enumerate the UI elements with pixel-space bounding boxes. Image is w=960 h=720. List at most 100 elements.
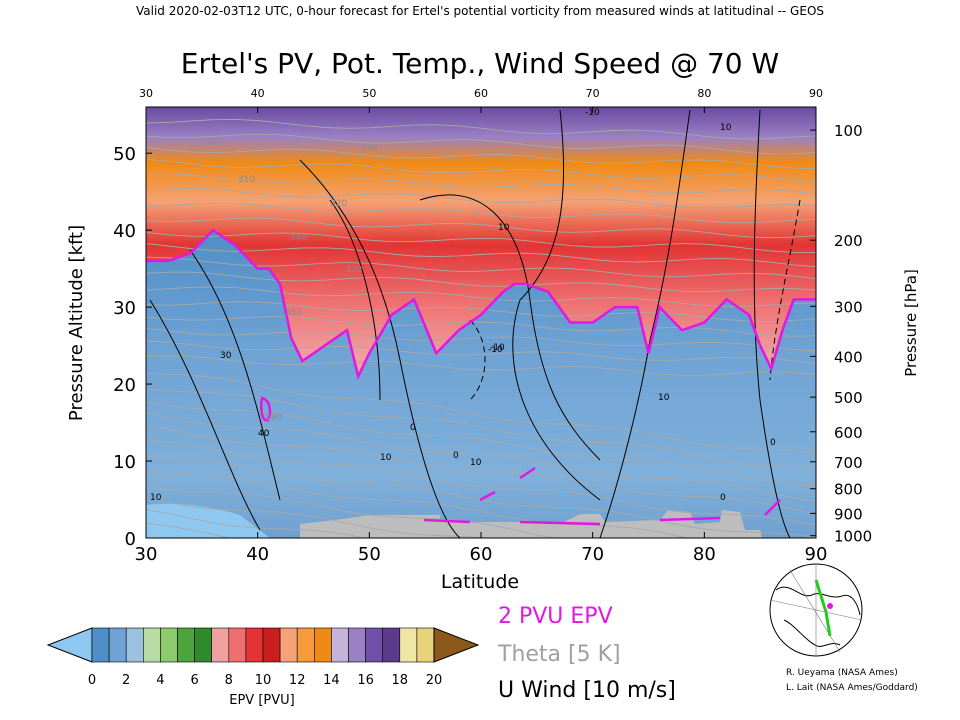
wind-label: 10 (498, 223, 510, 233)
theta-contour-line (146, 231, 816, 253)
colorbar-label: EPV [PVU] (229, 693, 294, 708)
x-tick-label: 50 (358, 544, 381, 565)
theta-contour-line (146, 301, 816, 322)
theta-label: 360 (285, 308, 302, 318)
x-tick-label: 60 (470, 544, 493, 565)
theta-contour-line (146, 243, 816, 268)
y-right-tick-label: 500 (834, 389, 863, 407)
wind-label: 0 (453, 451, 459, 461)
legend-theta-label: Theta [5 K] (498, 642, 621, 667)
y-axis-left-label: Pressure Altitude [kft] (66, 225, 87, 421)
y-right-tick-label: 200 (834, 232, 863, 250)
y-right-tick-label: 300 (834, 298, 863, 316)
theta-contour-line (146, 340, 816, 364)
pv-2pvu-contour (146, 228, 816, 381)
theta-contour-line (146, 412, 816, 502)
colorbar-swatch (399, 627, 418, 663)
legend-theta-key: Theta [5 K] (498, 642, 621, 667)
colorbar-swatch (365, 627, 384, 663)
x-tick-label: 80 (693, 544, 716, 565)
colorbar-swatch (331, 627, 349, 663)
credit-line-2: L. Lait (NASA Ames/Goddard) (786, 683, 918, 693)
theta-contour-line (146, 202, 816, 224)
x-top-tick-label: 50 (362, 87, 376, 100)
x-axis-label: Latitude (441, 571, 519, 593)
y-tick-label: 30 (113, 298, 136, 319)
colorbar-swatch (160, 627, 178, 663)
wind-label: 10 (720, 123, 732, 133)
y-right-tick-label: 100 (834, 122, 863, 140)
colorbar-swatch (211, 627, 230, 663)
colorbar-tick-label: 14 (323, 673, 340, 688)
wind-contour-line (419, 194, 601, 461)
wind-contour-line (329, 199, 381, 401)
colorbar-swatch (228, 627, 247, 663)
legend-wind-label: U Wind [10 m/s] (498, 678, 676, 703)
colorbar-swatch (108, 627, 127, 663)
wind-label: 40 (258, 429, 270, 439)
colorbar-tick-label: 0 (88, 673, 96, 688)
theta-contour-line (146, 472, 690, 538)
x-tick-label: 30 (135, 544, 158, 565)
wind-contours (149, 109, 801, 538)
colorbar-swatch (279, 627, 298, 663)
colorbar-tick-label: 4 (156, 673, 164, 688)
theta-contour-line (146, 424, 816, 515)
colorbar-swatch (313, 627, 332, 663)
theta-label: 330 (345, 265, 362, 275)
plot-area: 300 310 320 330 340 350 360 380 30 40 -10 10 10 10 10 1… (146, 107, 816, 538)
y-right-tick-label: 700 (834, 454, 863, 472)
chart-title: Ertel's PV, Pot. Temp., Wind Speed @ 70 … (181, 47, 779, 80)
coastline-icon (775, 586, 861, 647)
x-top-tick-label: 70 (586, 87, 600, 100)
colorbar-swatch (194, 627, 213, 663)
legend-wind-key: U Wind [10 m/s] (498, 678, 676, 703)
credit-line-1: R. Ueyama (NASA Ames) (786, 668, 898, 678)
colorbar-tick-label: 8 (225, 673, 233, 688)
colorbar-swatch (125, 627, 144, 663)
colorbar-under-arrow (46, 627, 93, 663)
wind-contour-line (299, 159, 461, 538)
wind-contour-dashed (469, 319, 486, 401)
y-tick-label: 0 (125, 529, 136, 550)
x-top-tick-label: 30 (139, 87, 153, 100)
theta-contour-line (146, 316, 816, 337)
wind-label: 30 (220, 351, 232, 361)
y-tick-label: 10 (113, 452, 136, 473)
theta-contour-line (146, 187, 816, 209)
wind-label: 10 (658, 393, 670, 403)
x-top-tick-label: 90 (809, 87, 823, 100)
y-right-tick-label: 900 (834, 505, 863, 523)
theta-contour-line (146, 118, 816, 140)
x-top-tick-label: 40 (251, 87, 265, 100)
y-tick-label: 20 (113, 375, 136, 396)
pv-2pvu-contour (260, 396, 272, 422)
colorbar-tick-label: 10 (255, 673, 272, 688)
theta-contour-line (146, 388, 816, 469)
y-right-tick-label: 1000 (834, 528, 872, 546)
x-tick-label: 90 (805, 544, 828, 565)
y-tick-label: 50 (113, 144, 136, 165)
theta-contour-line (146, 485, 559, 538)
wind-label: 0 (720, 493, 726, 503)
theta-label: 300 (205, 138, 222, 148)
x-tick-label: 70 (581, 544, 604, 565)
inset-map (769, 563, 863, 657)
wind-contour-line (149, 299, 261, 531)
colorbar: 0 2 4 6 8 10 12 14 16 18 20 (46, 627, 480, 688)
wind-label: 10 (470, 458, 482, 468)
legend-pv-key: 2 PVU EPV (498, 604, 613, 629)
y-tick-label: 40 (113, 221, 136, 242)
colorbar-swatch (245, 627, 264, 663)
colorbar-over-arrow (433, 627, 480, 663)
low-pv-patch (146, 503, 270, 538)
theta-label: 380 (265, 413, 282, 423)
theta-contour-line (146, 286, 816, 308)
colorbar-swatch (416, 627, 435, 663)
pv-2pvu-contour (423, 466, 781, 526)
theta-contour-line (146, 372, 816, 454)
cross-section-path-icon (814, 579, 832, 637)
y-axis-right-label: Pressure [hPa] (902, 269, 920, 377)
x-top-tick-label: 60 (474, 87, 488, 100)
